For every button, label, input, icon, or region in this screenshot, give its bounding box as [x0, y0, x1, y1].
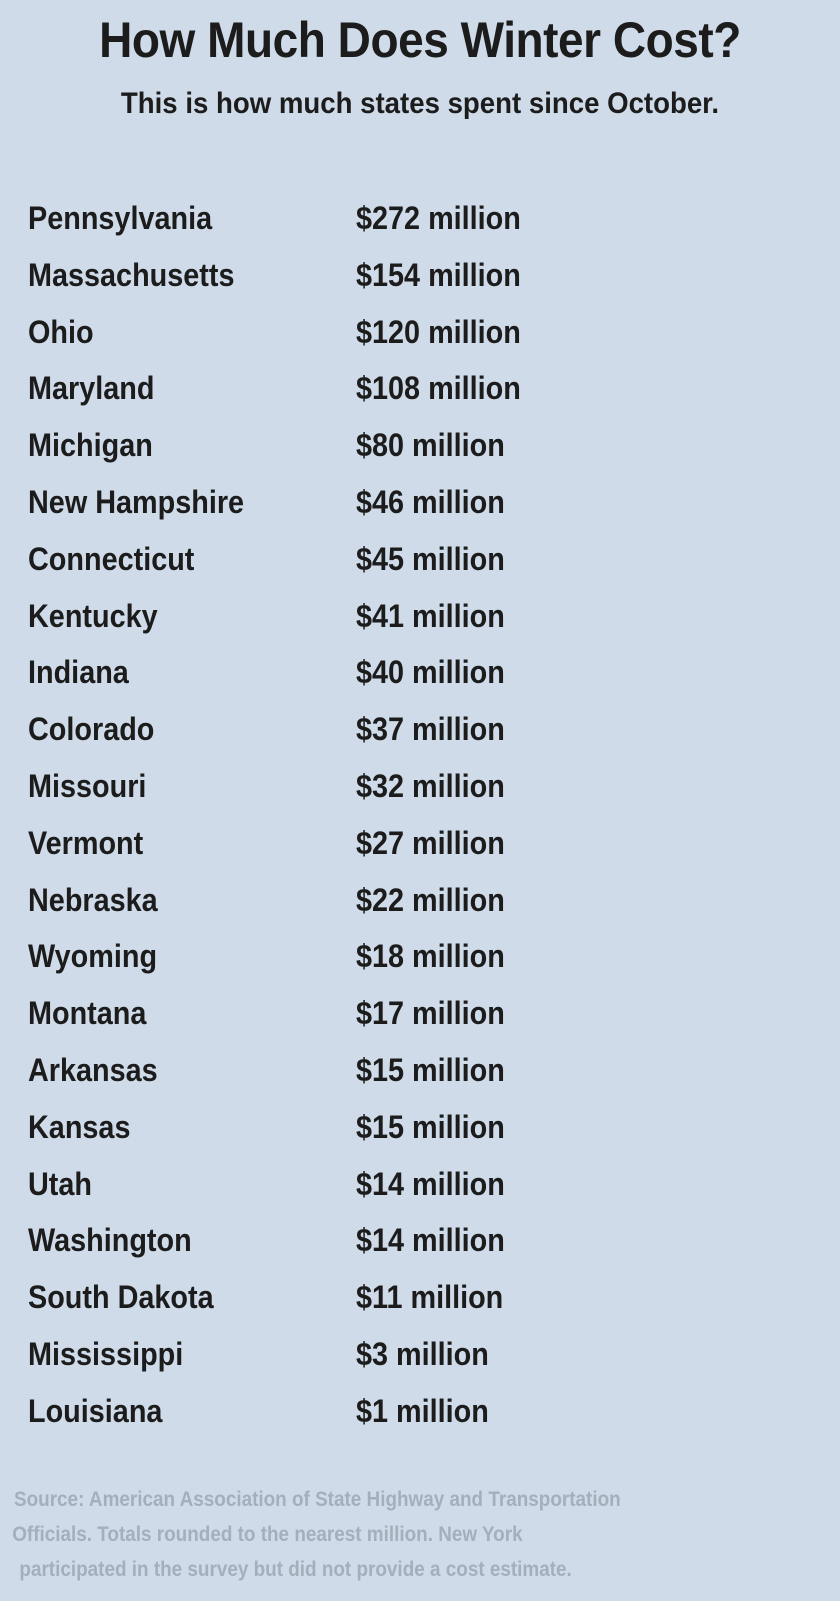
table-row: Vermont $27 million: [28, 815, 628, 872]
state-name: Vermont: [28, 824, 144, 861]
state-cost-value: $37 million: [356, 711, 505, 748]
state-name: Kansas: [28, 1108, 131, 1145]
page-subtitle: This is how much states spent since Octo…: [120, 87, 720, 120]
state-cost-value: $46 million: [356, 483, 505, 520]
table-row: South Dakota $11 million: [28, 1269, 628, 1326]
table-row: New Hampshire $46 million: [28, 474, 628, 531]
state-name: Massachusetts: [28, 256, 235, 293]
table-row: Nebraska $22 million: [28, 872, 628, 929]
state-name: Ohio: [28, 313, 94, 350]
state-cost-value: $272 million: [356, 200, 521, 236]
state-name: Utah: [28, 1165, 92, 1202]
state-cost-value: $80 million: [356, 427, 505, 464]
page-title: How Much Does Winter Cost?: [99, 12, 741, 68]
state-name: Pennsylvania: [28, 200, 213, 236]
state-name: Montana: [28, 995, 147, 1032]
source-line: Source: American Association of State Hi…: [14, 1488, 621, 1511]
state-cost-value: $45 million: [356, 540, 505, 577]
state-cost-value: $3 million: [356, 1335, 489, 1372]
state-name: South Dakota: [28, 1279, 214, 1316]
state-cost-value: $15 million: [356, 1051, 505, 1088]
table-row: Washington $14 million: [28, 1212, 628, 1269]
state-cost-value: $17 million: [356, 995, 505, 1032]
table-row: Mississippi $3 million: [28, 1326, 628, 1383]
table-row: Kansas $15 million: [28, 1099, 628, 1156]
state-cost-value: $14 million: [356, 1222, 505, 1259]
state-cost-value: $22 million: [356, 881, 505, 918]
state-cost-value: $40 million: [356, 654, 505, 691]
table-row: Maryland $108 million: [28, 360, 628, 417]
state-name: Michigan: [28, 427, 153, 464]
table-row: Wyoming $18 million: [28, 928, 628, 985]
state-cost-value: $108 million: [356, 370, 521, 407]
state-cost-value: $15 million: [356, 1108, 505, 1145]
state-name: Arkansas: [28, 1051, 158, 1088]
state-name: Indiana: [28, 654, 129, 691]
table-row: Indiana $40 million: [28, 644, 628, 701]
table-row: Utah $14 million: [28, 1156, 628, 1213]
state-name: Wyoming: [28, 938, 158, 975]
table-row: Louisiana $1 million: [28, 1383, 628, 1440]
table-row: Arkansas $15 million: [28, 1042, 628, 1099]
table-row: Ohio $120 million: [28, 304, 628, 361]
state-cost-value: $154 million: [356, 256, 521, 293]
state-name: New Hampshire: [28, 483, 245, 520]
table-row: Missouri $32 million: [28, 758, 628, 815]
state-cost-value: $41 million: [356, 597, 505, 634]
table-row: Massachusetts $154 million: [28, 247, 628, 304]
table-row: Colorado $37 million: [28, 701, 628, 758]
state-name: Kentucky: [28, 597, 158, 634]
state-name: Connecticut: [28, 540, 195, 577]
state-name: Washington: [28, 1222, 192, 1259]
state-name: Mississippi: [28, 1335, 184, 1372]
state-cost-value: $11 million: [356, 1279, 504, 1316]
state-name: Louisiana: [28, 1392, 163, 1429]
state-cost-value: $120 million: [356, 313, 521, 350]
table-row: Montana $17 million: [28, 985, 628, 1042]
state-cost-value: $27 million: [356, 824, 505, 861]
state-name: Colorado: [28, 711, 155, 748]
state-name: Maryland: [28, 370, 155, 407]
state-name: Nebraska: [28, 881, 158, 918]
table-row: Connecticut $45 million: [28, 531, 628, 588]
table-row: Pennsylvania $272 million: [28, 190, 628, 247]
source-line: participated in the survey but did not p…: [19, 1558, 572, 1581]
state-cost-value: $14 million: [356, 1165, 505, 1202]
state-cost-value: $18 million: [356, 938, 505, 975]
state-cost-value: $32 million: [356, 767, 505, 804]
state-cost-table: Pennsylvania $272 million Massachusetts $15…: [28, 190, 628, 1440]
table-row: Michigan $80 million: [28, 417, 628, 474]
state-name: Missouri: [28, 767, 147, 804]
source-note: Source: American Association of State Hi…: [12, 1482, 734, 1587]
source-line: Officials. Totals rounded to the nearest…: [12, 1523, 523, 1546]
table-row: Kentucky $41 million: [28, 588, 628, 645]
state-cost-value: $1 million: [356, 1392, 489, 1429]
